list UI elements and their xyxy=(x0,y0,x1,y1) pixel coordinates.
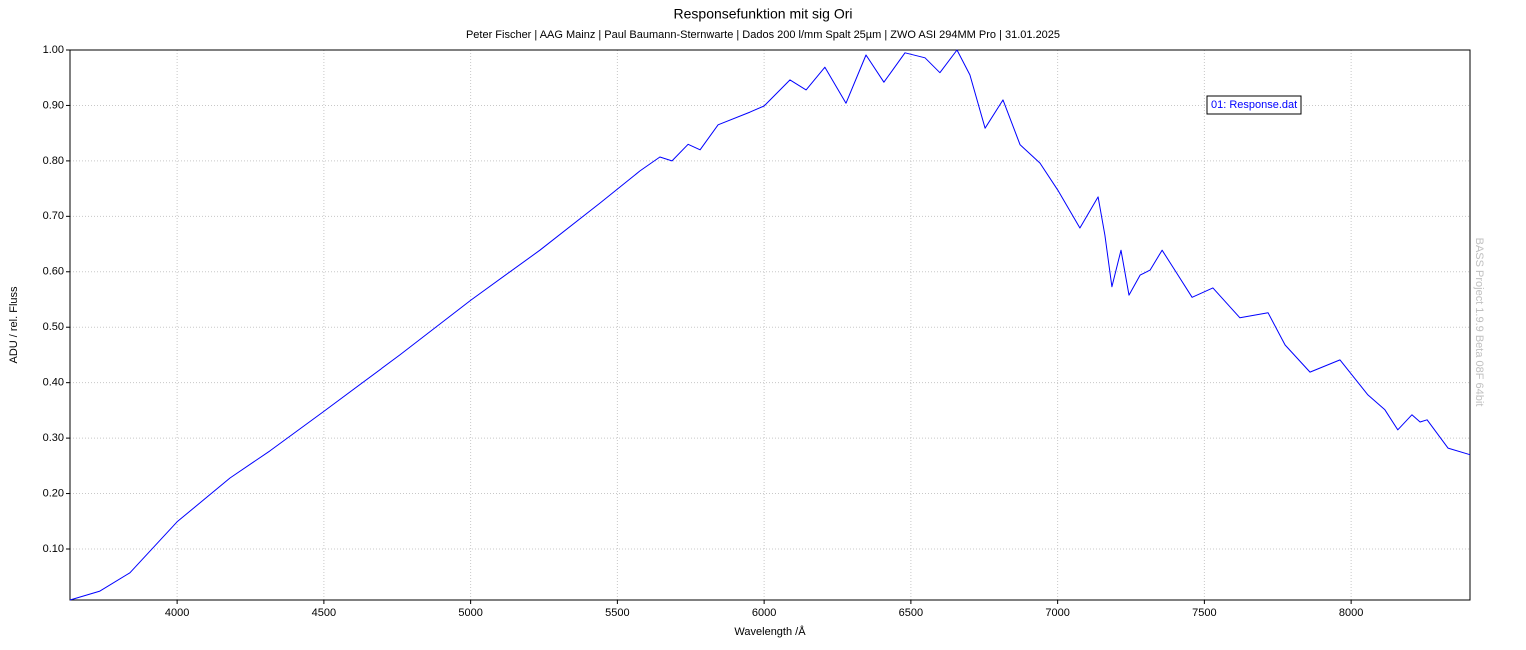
y-tick-label: 0.60 xyxy=(43,266,64,278)
chart-title: Responsefunktion mit sig Ori xyxy=(674,6,853,22)
y-tick-label: 0.80 xyxy=(43,155,64,167)
plot-frame xyxy=(69,49,1471,601)
x-tick-label: 6000 xyxy=(752,607,776,619)
legend-box xyxy=(1206,95,1302,115)
y-tick-label: 0.30 xyxy=(43,432,64,444)
y-tick-label: 0.90 xyxy=(43,99,64,111)
y-tick-label: 0.20 xyxy=(43,487,64,499)
y-tick-label: 0.70 xyxy=(43,210,64,222)
y-tick-label: 0.40 xyxy=(43,377,64,389)
y-tick-label: 0.10 xyxy=(43,543,64,555)
x-tick-label: 7500 xyxy=(1192,607,1216,619)
x-tick-label: 5500 xyxy=(605,607,629,619)
x-tick-label: 5000 xyxy=(458,607,482,619)
legend-label: 01: Response.dat xyxy=(1211,99,1297,111)
x-tick-label: 4500 xyxy=(312,607,336,619)
y-axis-label: ADU / rel. Fluss xyxy=(8,286,20,364)
data-line xyxy=(69,49,1471,601)
x-axis-label: Wavelength /Å xyxy=(734,625,806,638)
watermark: BASS Project 1.9.9 Beta 08F 64bit xyxy=(1473,238,1485,407)
x-tick-label: 6500 xyxy=(899,607,923,619)
x-tick-label: 7000 xyxy=(1045,607,1069,619)
y-tick-label: 1.00 xyxy=(43,44,64,56)
chart-subtitle: Peter Fischer | AAG Mainz | Paul Baumann… xyxy=(466,29,1060,41)
x-tick-label: 4000 xyxy=(165,607,189,619)
x-tick-label: 8000 xyxy=(1339,607,1363,619)
y-tick-label: 0.50 xyxy=(43,321,64,333)
